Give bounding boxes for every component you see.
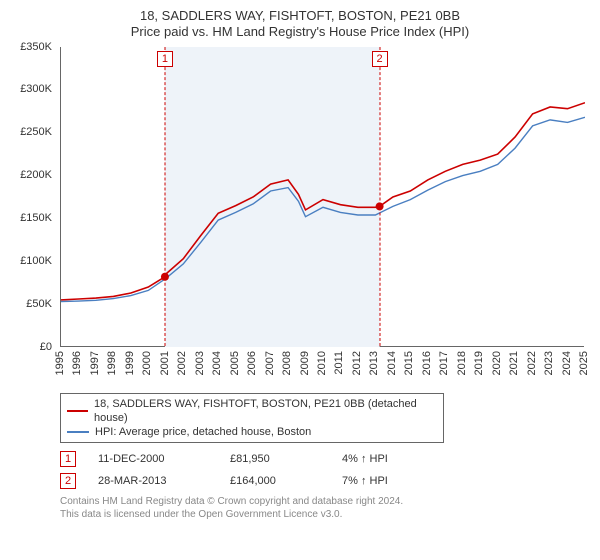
sale-date: 11-DEC-2000 <box>98 453 208 465</box>
y-axis-tick-label: £0 <box>40 341 52 353</box>
x-axis-tick-label: 1995 <box>54 351 66 375</box>
legend: 18, SADDLERS WAY, FISHTOFT, BOSTON, PE21… <box>60 393 444 444</box>
chart-title: 18, SADDLERS WAY, FISHTOFT, BOSTON, PE21… <box>10 8 590 41</box>
x-axis-tick-label: 2017 <box>438 351 450 375</box>
x-axis-tick-label: 2008 <box>281 351 293 375</box>
sale-hpi: 7% ↑ HPI <box>342 475 388 487</box>
x-axis-tick-label: 2024 <box>561 351 573 375</box>
legend-label: HPI: Average price, detached house, Bost… <box>95 425 311 439</box>
legend-label: 18, SADDLERS WAY, FISHTOFT, BOSTON, PE21… <box>94 397 437 426</box>
footer: Contains HM Land Registry data © Crown c… <box>60 495 590 521</box>
x-axis-tick-label: 2015 <box>403 351 415 375</box>
x-axis-tick-label: 2007 <box>264 351 276 375</box>
x-axis-tick-label: 2019 <box>473 351 485 375</box>
plot-region: 12 <box>60 47 584 347</box>
sale-price: £81,950 <box>230 453 320 465</box>
footer-line1: Contains HM Land Registry data © Crown c… <box>60 495 590 508</box>
y-axis-tick-label: £300K <box>20 83 52 95</box>
x-axis-tick-label: 2005 <box>229 351 241 375</box>
sale-date: 28-MAR-2013 <box>98 475 208 487</box>
y-axis-tick-label: £150K <box>20 212 52 224</box>
chart-area: £0£50K£100K£150K£200K£250K£300K£350K 12 … <box>10 47 590 387</box>
sale-vline <box>164 47 165 346</box>
legend-swatch <box>67 431 89 433</box>
x-axis-tick-label: 2011 <box>333 351 345 375</box>
x-axis-tick-label: 2006 <box>246 351 258 375</box>
sale-tag: 1 <box>60 451 76 467</box>
x-axis-tick-label: 2013 <box>368 351 380 375</box>
sales-table: 1 11-DEC-2000 £81,950 4% ↑ HPI 2 28-MAR-2013 £… <box>60 451 590 489</box>
sale-tag: 2 <box>60 473 76 489</box>
title-subtitle: Price paid vs. HM Land Registry's House … <box>10 24 590 40</box>
y-axis-tick-label: £100K <box>20 255 52 267</box>
x-axis-tick-label: 1997 <box>89 351 101 375</box>
plot-svg <box>61 47 585 347</box>
x-axis-tick-label: 2000 <box>141 351 153 375</box>
footer-line2: This data is licensed under the Open Gov… <box>60 508 590 521</box>
x-axis-tick-label: 2001 <box>159 351 171 375</box>
y-axis-tick-label: £250K <box>20 126 52 138</box>
x-axis-tick-label: 1999 <box>124 351 136 375</box>
sale-vline <box>379 47 380 346</box>
sale-marker-tag: 1 <box>157 51 173 67</box>
sale-price: £164,000 <box>230 475 320 487</box>
x-axis-tick-label: 1996 <box>71 351 83 375</box>
y-axis-labels: £0£50K£100K£150K£200K£250K£300K£350K <box>8 47 58 387</box>
x-axis-tick-label: 2004 <box>211 351 223 375</box>
x-axis-tick-label: 2022 <box>526 351 538 375</box>
x-axis-tick-label: 2010 <box>316 351 328 375</box>
x-axis-tick-label: 2020 <box>491 351 503 375</box>
x-axis-tick-label: 2003 <box>194 351 206 375</box>
y-axis-tick-label: £350K <box>20 41 52 53</box>
x-axis-tick-label: 2016 <box>421 351 433 375</box>
x-axis-tick-label: 2023 <box>543 351 555 375</box>
legend-item: HPI: Average price, detached house, Bost… <box>67 425 437 439</box>
legend-swatch <box>67 410 88 412</box>
y-axis-tick-label: £200K <box>20 169 52 181</box>
x-axis-tick-label: 2014 <box>386 351 398 375</box>
legend-item: 18, SADDLERS WAY, FISHTOFT, BOSTON, PE21… <box>67 397 437 426</box>
x-axis-tick-label: 1998 <box>106 351 118 375</box>
sale-marker-tag: 2 <box>372 51 388 67</box>
y-axis-tick-label: £50K <box>26 298 52 310</box>
x-axis-tick-label: 2012 <box>351 351 363 375</box>
x-axis-labels: 1995199619971998199920002001200220032004… <box>60 349 584 387</box>
title-address: 18, SADDLERS WAY, FISHTOFT, BOSTON, PE21… <box>10 8 590 24</box>
x-axis-tick-label: 2025 <box>578 351 590 375</box>
x-axis-tick-label: 2002 <box>176 351 188 375</box>
sale-hpi: 4% ↑ HPI <box>342 453 388 465</box>
x-axis-tick-label: 2009 <box>299 351 311 375</box>
x-axis-tick-label: 2021 <box>508 351 520 375</box>
x-axis-tick-label: 2018 <box>456 351 468 375</box>
sale-row: 1 11-DEC-2000 £81,950 4% ↑ HPI <box>60 451 590 467</box>
sale-row: 2 28-MAR-2013 £164,000 7% ↑ HPI <box>60 473 590 489</box>
